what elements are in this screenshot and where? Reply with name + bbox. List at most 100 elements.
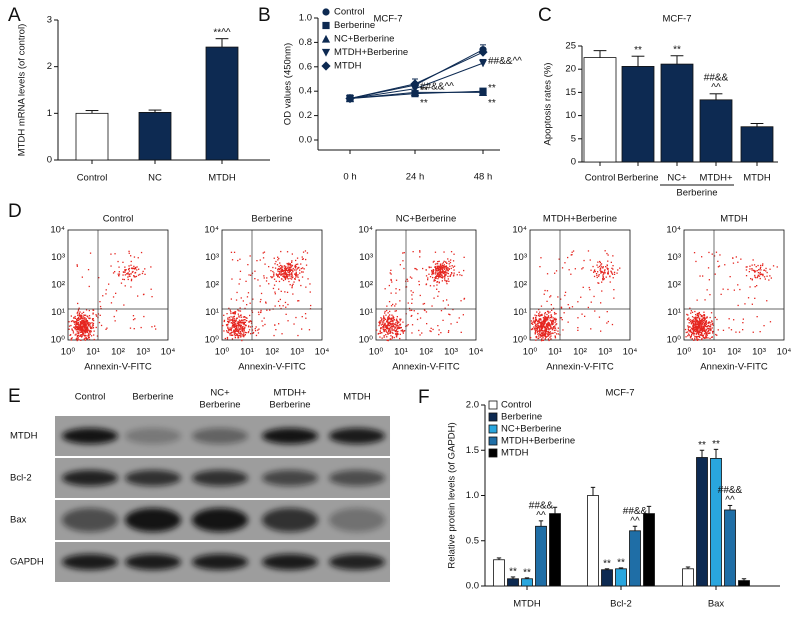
event-dot	[436, 288, 438, 290]
event-dot	[769, 321, 772, 323]
event-dot	[541, 335, 543, 338]
event-dot	[548, 324, 550, 326]
y-tick-label: 20	[565, 64, 576, 75]
event-dot	[543, 330, 546, 332]
event-dot	[70, 339, 72, 341]
event-dot	[290, 276, 293, 278]
event-dot	[384, 330, 386, 332]
event-dot	[754, 286, 756, 288]
event-dot	[563, 312, 565, 314]
event-dot	[396, 316, 398, 318]
event-dot	[257, 279, 259, 281]
event-dot	[577, 327, 579, 329]
event-dot	[278, 276, 280, 278]
y-axis-label: MTDH mRNA levels (of control)	[17, 24, 28, 157]
event-dot	[410, 315, 412, 317]
event-dot	[390, 335, 392, 337]
event-dot	[85, 331, 87, 333]
event-dot	[84, 317, 86, 319]
event-dot	[236, 317, 238, 319]
y-tick-label: 10²	[51, 280, 65, 291]
event-dot	[397, 325, 399, 327]
event-dot	[705, 317, 707, 319]
event-dot	[540, 257, 542, 259]
event-dot	[600, 264, 602, 266]
event-dot	[709, 294, 711, 296]
event-dot	[411, 302, 413, 304]
event-dot	[242, 330, 244, 333]
event-dot	[685, 336, 687, 338]
event-dot	[233, 251, 236, 253]
event-dot	[709, 316, 711, 319]
event-dot	[540, 321, 543, 324]
event-dot	[694, 320, 696, 322]
event-dot	[589, 289, 591, 291]
event-dot	[560, 307, 563, 309]
lane-label: Berberine	[132, 392, 173, 403]
event-dot	[240, 328, 242, 330]
flow-plot	[529, 229, 631, 342]
event-dot	[230, 329, 232, 331]
event-dot	[597, 261, 599, 263]
row-label: Bax	[10, 515, 27, 526]
event-dot	[80, 326, 82, 328]
event-dot	[453, 269, 455, 271]
event-dot	[463, 269, 465, 272]
event-dot	[239, 278, 241, 280]
event-dot	[530, 337, 532, 339]
marker	[321, 48, 331, 57]
event-dot	[752, 259, 754, 261]
event-dot	[443, 260, 445, 262]
event-dot	[76, 334, 78, 337]
event-dot	[545, 316, 547, 318]
event-dot	[82, 311, 85, 313]
event-dot	[548, 317, 550, 319]
event-dot	[415, 268, 417, 270]
bar	[710, 457, 722, 587]
event-dot	[446, 280, 448, 282]
event-dot	[738, 331, 741, 333]
x-tick-label: 10¹	[702, 347, 716, 358]
event-dot	[309, 291, 311, 293]
event-dot	[548, 339, 550, 342]
event-dot	[80, 335, 82, 337]
event-dot	[695, 314, 697, 316]
event-dot	[291, 265, 293, 267]
event-dot	[700, 331, 702, 334]
event-dot	[539, 336, 541, 338]
event-dot	[547, 319, 549, 321]
event-dot	[702, 322, 704, 324]
event-dot	[602, 276, 604, 279]
event-dot	[534, 322, 536, 324]
event-dot	[286, 276, 288, 279]
event-dot	[232, 321, 235, 323]
lane-label: Control	[75, 392, 106, 403]
event-dot	[533, 326, 535, 328]
event-dot	[280, 271, 282, 273]
event-dot	[391, 337, 393, 339]
event-dot	[388, 317, 391, 319]
event-dot	[732, 257, 734, 259]
event-dot	[276, 274, 278, 276]
event-dot	[598, 275, 600, 277]
event-dot	[711, 336, 713, 338]
event-dot	[691, 320, 693, 322]
event-dot	[70, 324, 72, 327]
event-dot	[556, 323, 558, 325]
event-dot	[593, 295, 595, 298]
event-dot	[399, 333, 401, 335]
x-tick-label: 10⁴	[777, 347, 792, 358]
event-dot	[396, 332, 398, 334]
event-dot	[706, 289, 708, 291]
event-dot	[703, 314, 706, 316]
event-dot	[277, 256, 279, 258]
event-dot	[705, 334, 707, 336]
event-dot	[302, 258, 304, 260]
event-dot	[536, 329, 539, 331]
event-dot	[698, 331, 700, 333]
event-dot	[698, 339, 700, 341]
event-dot	[763, 325, 765, 327]
event-dot	[233, 326, 235, 328]
event-dot	[707, 327, 710, 330]
event-dot	[70, 338, 72, 340]
